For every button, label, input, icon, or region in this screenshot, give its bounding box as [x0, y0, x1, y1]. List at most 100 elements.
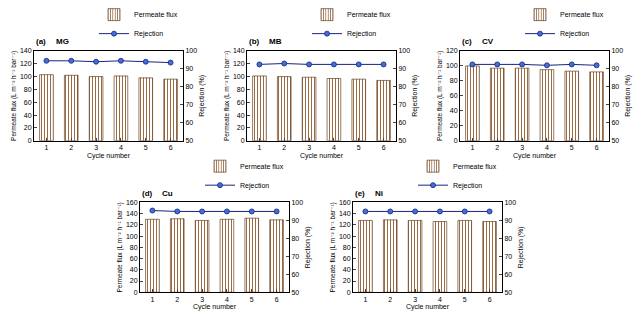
svg-text:Permeate flux: Permeate flux — [134, 11, 178, 18]
svg-text:6: 6 — [488, 296, 492, 303]
svg-text:20: 20 — [130, 277, 138, 284]
svg-text:70: 70 — [611, 101, 619, 108]
svg-text:(c): (c) — [462, 37, 472, 46]
svg-text:1: 1 — [257, 144, 261, 151]
svg-text:Permeate flux: Permeate flux — [453, 163, 497, 170]
svg-text:Rejection: Rejection — [560, 30, 589, 38]
svg-text:4: 4 — [438, 296, 442, 303]
svg-text:0: 0 — [28, 137, 32, 144]
svg-text:120: 120 — [446, 47, 458, 54]
svg-text:80: 80 — [343, 244, 351, 251]
svg-text:20: 20 — [450, 122, 458, 129]
svg-text:90: 90 — [291, 217, 299, 224]
svg-text:1: 1 — [44, 144, 48, 151]
svg-text:Cycle number: Cycle number — [513, 152, 557, 160]
svg-text:Rejection (%): Rejection (%) — [304, 226, 312, 268]
svg-text:70: 70 — [504, 253, 512, 260]
svg-text:160: 160 — [126, 199, 138, 206]
svg-text:80: 80 — [130, 244, 138, 251]
svg-text:Permeate flux (L m⁻² h⁻¹ bar⁻¹: Permeate flux (L m⁻² h⁻¹ bar⁻¹) — [116, 202, 124, 292]
svg-text:(d): (d) — [142, 189, 153, 198]
svg-text:CV: CV — [482, 37, 494, 46]
svg-text:5: 5 — [250, 296, 254, 303]
svg-text:160: 160 — [339, 199, 351, 206]
svg-text:20: 20 — [24, 124, 32, 131]
svg-text:100: 100 — [339, 233, 351, 240]
svg-text:1: 1 — [150, 296, 154, 303]
svg-text:Cu: Cu — [162, 189, 173, 198]
svg-text:1: 1 — [363, 296, 367, 303]
svg-text:3: 3 — [94, 144, 98, 151]
svg-text:Cycle number: Cycle number — [193, 303, 237, 311]
svg-text:Permeate flux (L m⁻² h⁻¹ bar⁻¹: Permeate flux (L m⁻² h⁻¹ bar⁻¹) — [10, 51, 18, 141]
svg-text:80: 80 — [185, 83, 193, 90]
svg-text:50: 50 — [611, 137, 619, 144]
svg-text:Permeate flux: Permeate flux — [560, 11, 604, 18]
svg-text:60: 60 — [398, 119, 406, 126]
svg-text:140: 140 — [126, 210, 138, 217]
svg-text:6: 6 — [169, 144, 173, 151]
svg-text:4: 4 — [332, 144, 336, 151]
svg-text:MB: MB — [269, 37, 282, 46]
svg-text:6: 6 — [275, 296, 279, 303]
svg-text:120: 120 — [126, 221, 138, 228]
svg-text:100: 100 — [185, 47, 197, 54]
svg-text:Cycle number: Cycle number — [300, 152, 344, 160]
svg-text:60: 60 — [185, 119, 193, 126]
svg-text:100: 100 — [233, 73, 245, 80]
svg-text:90: 90 — [398, 65, 406, 72]
svg-text:100: 100 — [446, 62, 458, 69]
svg-text:5: 5 — [570, 144, 574, 151]
svg-text:Permeate flux: Permeate flux — [347, 11, 391, 18]
svg-text:Rejection (%): Rejection (%) — [624, 75, 632, 117]
svg-text:80: 80 — [237, 86, 245, 93]
svg-text:Rejection: Rejection — [453, 182, 482, 190]
svg-text:40: 40 — [237, 112, 245, 119]
svg-text:70: 70 — [291, 253, 299, 260]
svg-text:60: 60 — [291, 271, 299, 278]
svg-text:Rejection (%): Rejection (%) — [517, 226, 525, 268]
svg-text:4: 4 — [225, 296, 229, 303]
svg-text:5: 5 — [144, 144, 148, 151]
svg-text:80: 80 — [450, 77, 458, 84]
svg-text:120: 120 — [233, 60, 245, 67]
svg-text:(e): (e) — [355, 189, 365, 198]
svg-text:60: 60 — [343, 255, 351, 262]
svg-text:50: 50 — [504, 289, 512, 296]
svg-text:Cycle number: Cycle number — [87, 152, 131, 160]
svg-text:3: 3 — [307, 144, 311, 151]
svg-text:Permeate flux (L m⁻² h⁻¹ bar⁻¹: Permeate flux (L m⁻² h⁻¹ bar⁻¹) — [223, 51, 231, 141]
svg-text:140: 140 — [339, 210, 351, 217]
svg-text:60: 60 — [450, 92, 458, 99]
svg-text:100: 100 — [291, 199, 303, 206]
svg-text:Permeate flux (L m⁻² h⁻¹ bar⁻¹: Permeate flux (L m⁻² h⁻¹ bar⁻¹) — [436, 51, 444, 141]
svg-text:Permeate flux (L m⁻² h⁻¹ bar⁻¹: Permeate flux (L m⁻² h⁻¹ bar⁻¹) — [329, 202, 337, 292]
svg-text:Permeate flux: Permeate flux — [240, 163, 284, 170]
svg-text:50: 50 — [398, 137, 406, 144]
svg-text:2: 2 — [495, 144, 499, 151]
svg-text:4: 4 — [545, 144, 549, 151]
svg-text:60: 60 — [611, 119, 619, 126]
svg-text:120: 120 — [339, 221, 351, 228]
svg-text:80: 80 — [504, 235, 512, 242]
svg-text:80: 80 — [611, 83, 619, 90]
svg-text:0: 0 — [454, 137, 458, 144]
svg-text:90: 90 — [611, 65, 619, 72]
svg-text:40: 40 — [24, 112, 32, 119]
svg-text:5: 5 — [357, 144, 361, 151]
svg-text:40: 40 — [450, 107, 458, 114]
svg-text:Rejection (%): Rejection (%) — [198, 75, 206, 117]
svg-text:20: 20 — [237, 124, 245, 131]
svg-text:Ni: Ni — [375, 189, 383, 198]
svg-text:70: 70 — [398, 101, 406, 108]
svg-text:3: 3 — [413, 296, 417, 303]
svg-text:Rejection: Rejection — [347, 30, 376, 38]
svg-text:Rejection (%): Rejection (%) — [411, 75, 419, 117]
svg-text:60: 60 — [24, 99, 32, 106]
svg-text:40: 40 — [343, 266, 351, 273]
svg-text:2: 2 — [175, 296, 179, 303]
svg-text:70: 70 — [185, 101, 193, 108]
svg-text:4: 4 — [119, 144, 123, 151]
svg-text:2: 2 — [282, 144, 286, 151]
svg-text:80: 80 — [24, 86, 32, 93]
